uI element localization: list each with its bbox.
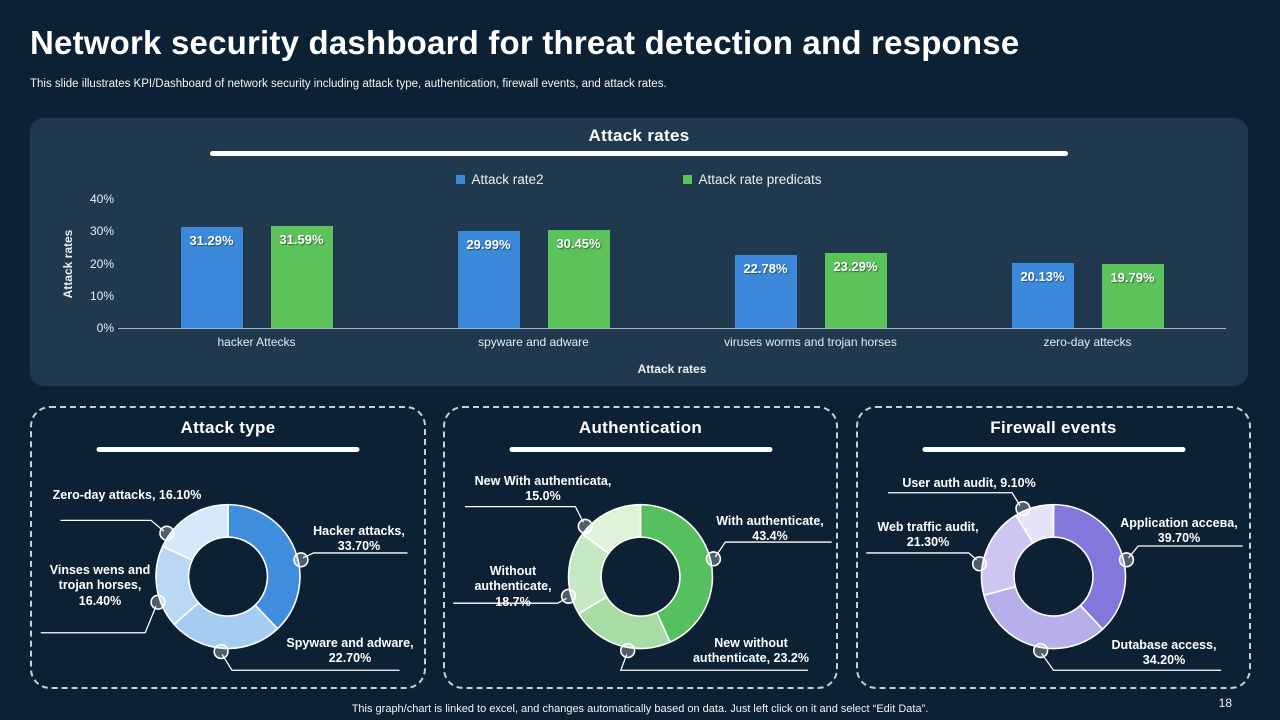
bar[interactable]: 23.29% bbox=[824, 252, 887, 328]
bar-group: 31.29% 31.59% bbox=[118, 199, 395, 328]
bar[interactable]: 22.78% bbox=[734, 254, 797, 328]
page-subtitle: This slide illustrates KPI/Dashboard of … bbox=[30, 78, 667, 90]
x-axis-line bbox=[118, 328, 1226, 329]
attack-type-title: Attack type bbox=[180, 418, 276, 437]
category-label: hacker Attecks bbox=[217, 335, 296, 349]
bar[interactable]: 31.59% bbox=[270, 226, 333, 328]
category-label: zero-day attecks bbox=[1043, 335, 1132, 349]
attack-type-panel: Attack type Zero-day attacks, 16.10% Hac… bbox=[30, 406, 426, 689]
y-tick-20: 20% bbox=[89, 257, 114, 271]
bar-value-label: 31.59% bbox=[279, 232, 324, 248]
title-underline bbox=[509, 447, 772, 452]
firewall-donut-chart[interactable] bbox=[858, 408, 1249, 687]
slice-label-zero-day: Zero-day attacks, 16.10% bbox=[52, 488, 202, 502]
authentication-title: Authentication bbox=[578, 418, 703, 437]
bar-value-label: 19.79% bbox=[1110, 270, 1155, 286]
legend-item-attack-rate-predicats: Attack rate predicats bbox=[683, 172, 822, 187]
y-axis-title: Attack rates bbox=[61, 229, 75, 299]
donut-slice[interactable] bbox=[581, 503, 642, 555]
bar-group: 29.99% 30.45% bbox=[395, 199, 672, 328]
y-tick-0: 0% bbox=[96, 321, 114, 335]
bar-group: 22.78% 23.29% bbox=[672, 199, 949, 328]
page-title: Network security dashboard for threat de… bbox=[30, 24, 1020, 61]
donut-slice[interactable] bbox=[1052, 503, 1127, 631]
slice-label-vinses: Vinses wens and trojan horses, 16.40% bbox=[49, 563, 151, 608]
firewall-events-title: Firewall events bbox=[990, 418, 1117, 437]
legend-item-attack-rate2: Attack rate2 bbox=[456, 172, 543, 187]
donut-slice[interactable] bbox=[227, 503, 301, 630]
bar-value-label: 22.78% bbox=[743, 260, 788, 276]
donut-slice[interactable] bbox=[161, 503, 229, 561]
bar-value-label: 31.29% bbox=[189, 233, 234, 249]
slice-label-new-with: New With authenticata, 15.0% bbox=[474, 474, 612, 504]
bar-group: 20.13% 19.79% bbox=[949, 199, 1226, 328]
footer-note: This graph/chart is linked to excel, and… bbox=[351, 703, 929, 715]
bar[interactable]: 30.45% bbox=[547, 229, 610, 328]
title-underline bbox=[922, 447, 1185, 452]
donut-slice[interactable] bbox=[983, 585, 1104, 650]
leader-lines bbox=[866, 492, 1243, 671]
slice-label-new-without: New without authenticate, 23.2% bbox=[692, 636, 809, 666]
bar-value-label: 30.45% bbox=[556, 235, 601, 251]
slice-label-dutabase: Dutabase access, 34.20% bbox=[1111, 638, 1217, 668]
page-number: 18 bbox=[1218, 696, 1232, 710]
y-tick-40: 40% bbox=[89, 192, 114, 206]
title-underline bbox=[210, 151, 1068, 156]
bar-value-label: 20.13% bbox=[1020, 269, 1065, 285]
bar[interactable]: 19.79% bbox=[1101, 264, 1164, 328]
legend-label: Attack rate predicats bbox=[698, 172, 822, 187]
legend-marker-blue-icon bbox=[456, 175, 466, 184]
category-label: viruses worms and trojan horses bbox=[724, 335, 897, 349]
title-underline bbox=[96, 447, 360, 452]
slice-label-without: Without authenticate, 18.7% bbox=[474, 564, 552, 609]
attack-type-donut-chart[interactable] bbox=[32, 408, 424, 687]
bar[interactable]: 31.29% bbox=[180, 227, 243, 328]
bar[interactable]: 29.99% bbox=[457, 231, 520, 328]
leader-lines bbox=[453, 505, 832, 671]
firewall-events-panel: Firewall events User auth audit, 9.10% W… bbox=[856, 406, 1251, 689]
bar-plot-area: 31.29% 31.59% 29.99% 30.45% 22.78% 23.29% 20.1… bbox=[118, 199, 1226, 328]
bar-value-label: 23.29% bbox=[833, 258, 878, 274]
bar-chart-legend: Attack rate2 Attack rate predicats bbox=[30, 172, 1248, 187]
legend-marker-green-icon bbox=[683, 175, 693, 184]
authentication-panel: Authentication New With authenticata, 15… bbox=[443, 406, 838, 689]
category-label: spyware and adware bbox=[478, 335, 589, 349]
donut-slice[interactable] bbox=[639, 503, 714, 644]
y-tick-10: 10% bbox=[89, 289, 114, 303]
slice-label-spyware: Spyware and adware, 22.70% bbox=[286, 636, 414, 666]
slice-label-with: With authenticate, 43.4% bbox=[716, 514, 824, 544]
x-axis-title: Attack rates bbox=[637, 362, 707, 376]
slice-label-hacker: Hacker attacks, 33.70% bbox=[313, 524, 405, 554]
y-tick-30: 30% bbox=[89, 224, 114, 238]
bar-chart-title: Attack rates bbox=[588, 126, 690, 145]
attack-rates-panel: Attack rates Attack rate2 Attack rate pr… bbox=[30, 118, 1248, 386]
bar[interactable]: 20.13% bbox=[1011, 263, 1074, 328]
slice-label-user-auth: User auth audit, 9.10% bbox=[902, 476, 1036, 490]
legend-label: Attack rate2 bbox=[471, 172, 544, 187]
category-labels-row: hacker Attecks spyware and adware viruses … bbox=[118, 335, 1226, 349]
bar-value-label: 29.99% bbox=[466, 237, 511, 253]
authentication-donut-chart[interactable] bbox=[445, 408, 836, 687]
leader-lines bbox=[40, 519, 408, 671]
slice-label-application: Application acceвa, 39.70% bbox=[1120, 516, 1238, 546]
slice-label-web-traffic: Web traffic audit, 21.30% bbox=[877, 520, 979, 550]
